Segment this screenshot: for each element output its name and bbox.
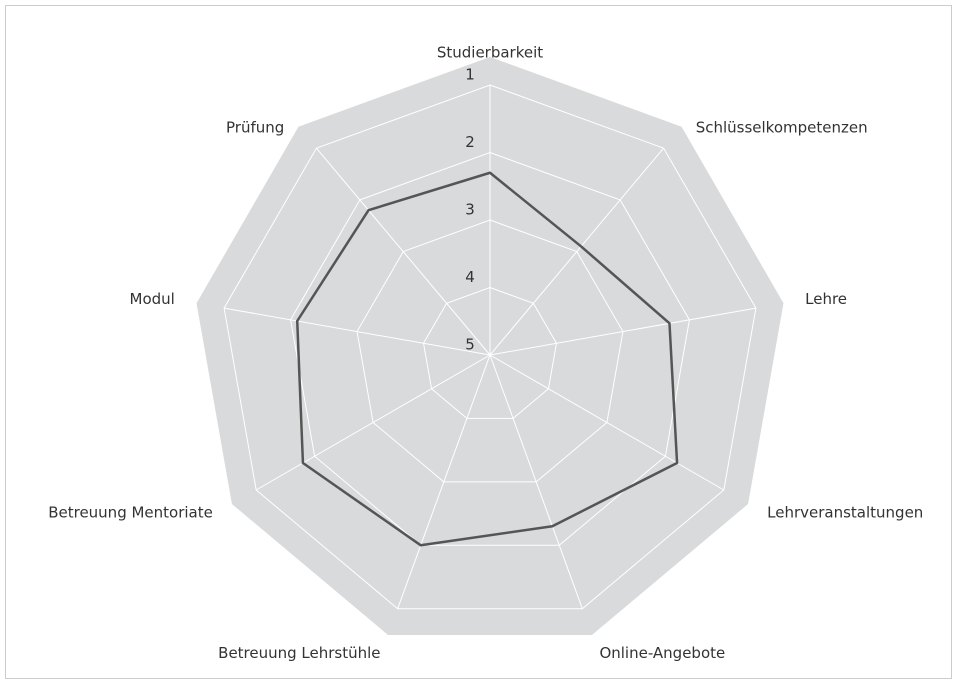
grid-spoke bbox=[489, 307, 756, 356]
axis-label: Online-Angebote bbox=[599, 644, 725, 662]
axis-label: Schlüsselkompetenzen bbox=[696, 118, 868, 136]
grid-spoke bbox=[489, 354, 725, 491]
grid-ring bbox=[356, 219, 624, 483]
grid-spoke bbox=[489, 354, 583, 609]
axis-label: Betreuung Lehrstühle bbox=[218, 644, 380, 662]
r-tick-label: 2 bbox=[465, 133, 475, 151]
grid-spoke bbox=[489, 147, 664, 356]
r-tick-label: 3 bbox=[465, 201, 475, 219]
axis-label: Modul bbox=[130, 290, 175, 308]
axis-label: Studierbarkeit bbox=[437, 44, 543, 62]
axis-label: Lehrveranstaltungen bbox=[767, 504, 923, 522]
r-tick-label: 1 bbox=[465, 66, 475, 84]
grid-spoke bbox=[316, 147, 491, 356]
axis-label: Prüfung bbox=[226, 118, 284, 136]
r-tick-label: 5 bbox=[465, 336, 475, 354]
grid-spoke bbox=[224, 307, 491, 356]
grid-ring bbox=[223, 84, 757, 610]
grid-spoke bbox=[397, 354, 491, 609]
grid-ring bbox=[290, 151, 690, 546]
grid-spoke bbox=[255, 354, 491, 491]
axis-label: Betreuung Mentoriate bbox=[48, 504, 213, 522]
grid-ring bbox=[423, 286, 557, 419]
r-tick-label: 4 bbox=[465, 268, 475, 286]
axis-label: Lehre bbox=[805, 290, 847, 308]
data-line bbox=[295, 171, 679, 547]
